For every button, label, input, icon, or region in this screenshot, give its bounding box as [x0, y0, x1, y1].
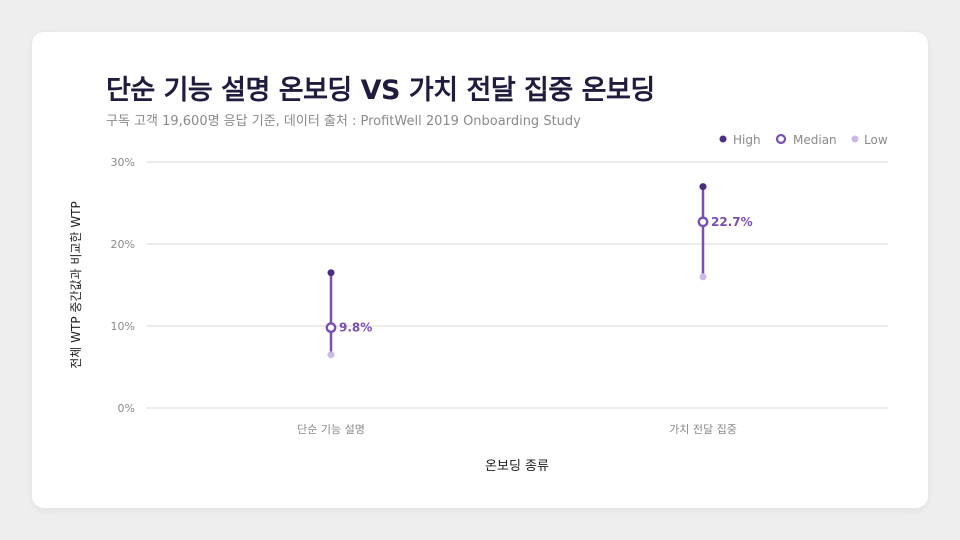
y-axis-label: 전체 WTP 중간값과 비교한 WTP — [69, 201, 83, 368]
chart-card — [32, 32, 928, 508]
x-axis-label: 온보딩 종류 — [485, 459, 549, 474]
page-subtitle: 구독 고객 19,600명 응답 기준, 데이터 출처 : ProfitWell… — [106, 114, 581, 129]
x-tick-label: 단순 기능 설명 — [297, 423, 365, 436]
legend-marker-high — [719, 135, 727, 143]
y-tick-label: 30% — [111, 156, 135, 169]
page-title: 단순 기능 설명 온보딩 VS 가치 전달 집중 온보딩 — [106, 75, 655, 106]
x-tick-label: 가치 전달 집중 — [669, 423, 737, 436]
legend-label-high: High — [733, 133, 761, 147]
high-point — [699, 183, 707, 191]
legend-label-low: Low — [864, 133, 888, 147]
y-tick-label: 10% — [111, 320, 135, 333]
high-point — [327, 269, 335, 277]
legend-marker-low — [851, 135, 859, 143]
low-point — [327, 351, 335, 359]
y-tick-label: 20% — [111, 238, 135, 251]
legend-marker-median — [775, 133, 787, 145]
median-data-label: 22.7% — [711, 215, 753, 229]
median-point — [325, 322, 337, 334]
median-data-label: 9.8% — [339, 321, 372, 335]
legend-label-median: Median — [793, 133, 837, 147]
median-point — [697, 216, 709, 228]
low-point — [699, 273, 707, 281]
y-tick-label: 0% — [118, 402, 135, 415]
